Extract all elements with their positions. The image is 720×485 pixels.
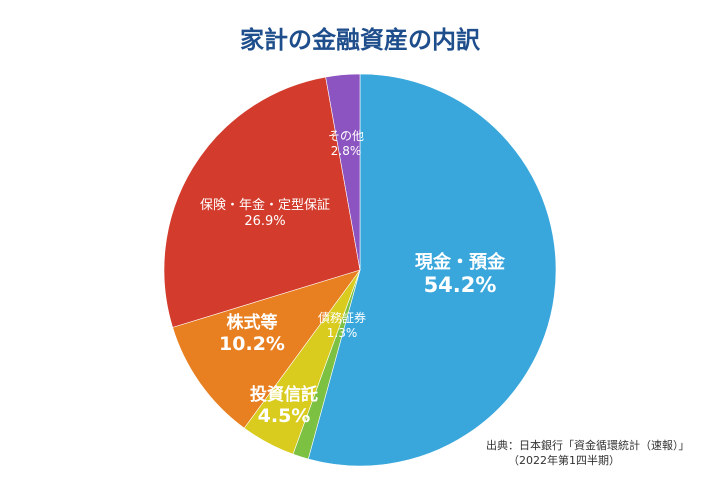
source-note: 出典：日本銀行「資金循環統計（速報）」 （2022年第1四半期） — [486, 438, 718, 468]
slice-label: 債務証券 — [318, 310, 366, 325]
slice-value-label: 2.8% — [331, 144, 362, 158]
slice-label: 現金・預金 — [415, 251, 506, 273]
pie-slice — [172, 269, 361, 429]
source-line-1: 出典：日本銀行「資金循環統計（速報）」 — [486, 439, 690, 452]
pie-slice — [307, 73, 557, 467]
slice-label: その他 — [328, 129, 364, 143]
pie-slice — [325, 73, 361, 271]
slice-value-label: 10.2% — [219, 333, 285, 355]
slice-value-label: 54.2% — [424, 273, 497, 297]
slice-label: 保険・年金・定型保証 — [200, 197, 330, 213]
slice-value-label: 4.5% — [258, 405, 311, 427]
slice-label: 投資信託 — [250, 384, 318, 405]
slice-value-label: 26.9% — [244, 214, 285, 229]
pie-slice — [163, 76, 361, 328]
source-line-2: （2022年第1四半期） — [508, 454, 620, 467]
chart-title: 家計の金融資産の内訳 — [240, 26, 480, 54]
pie-slices — [163, 73, 557, 467]
slice-label: 株式等 — [227, 312, 278, 333]
slice-value-label: 1.3% — [327, 326, 358, 340]
